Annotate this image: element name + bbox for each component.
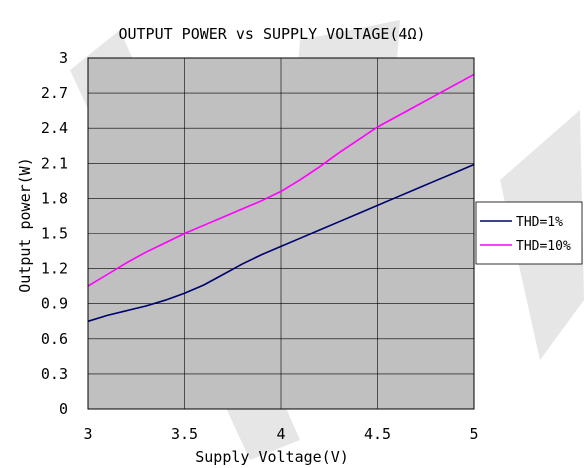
- y-tick-labels: 0 0.3 0.6 0.9 1.2 1.5 1.8 2.1 2.4 2.7 3: [41, 49, 68, 418]
- y-tick-label: 0.9: [41, 295, 68, 313]
- legend: THD=1% THD=10%: [475, 201, 583, 265]
- x-tick-label: 4.5: [364, 425, 391, 443]
- y-tick-label: 2.7: [41, 84, 68, 102]
- x-tick-label: 3: [83, 425, 92, 443]
- x-axis-label: Supply Voltage(V): [195, 448, 349, 466]
- x-tick-labels: 3 3.5 4 4.5 5: [83, 425, 478, 443]
- y-tick-label: 2.4: [41, 119, 68, 137]
- y-tick-label: 1.2: [41, 260, 68, 278]
- series-line: [87, 163, 475, 323]
- plot-frame: [87, 57, 475, 410]
- y-tick-label: 2.1: [41, 154, 68, 172]
- y-tick-label: 0: [59, 400, 68, 418]
- series-line: [87, 73, 475, 287]
- x-tick-label: 5: [469, 425, 478, 443]
- y-axis-label: Output power(W): [16, 157, 34, 292]
- y-tick-label: 1.5: [41, 225, 68, 243]
- x-tick-label: 4: [276, 425, 285, 443]
- legend-box: [475, 201, 583, 265]
- legend-label: THD=1%: [516, 215, 563, 230]
- x-tick-label: 3.5: [171, 425, 198, 443]
- y-tick-label: 1.8: [41, 189, 68, 207]
- y-tick-label: 0.6: [41, 330, 68, 348]
- y-tick-label: 3: [59, 49, 68, 67]
- y-tick-label: 0.3: [41, 365, 68, 383]
- chart-title: OUTPUT POWER vs SUPPLY VOLTAGE(4Ω): [118, 25, 425, 43]
- legend-label: THD=10%: [516, 239, 571, 254]
- series-layer: [87, 73, 475, 323]
